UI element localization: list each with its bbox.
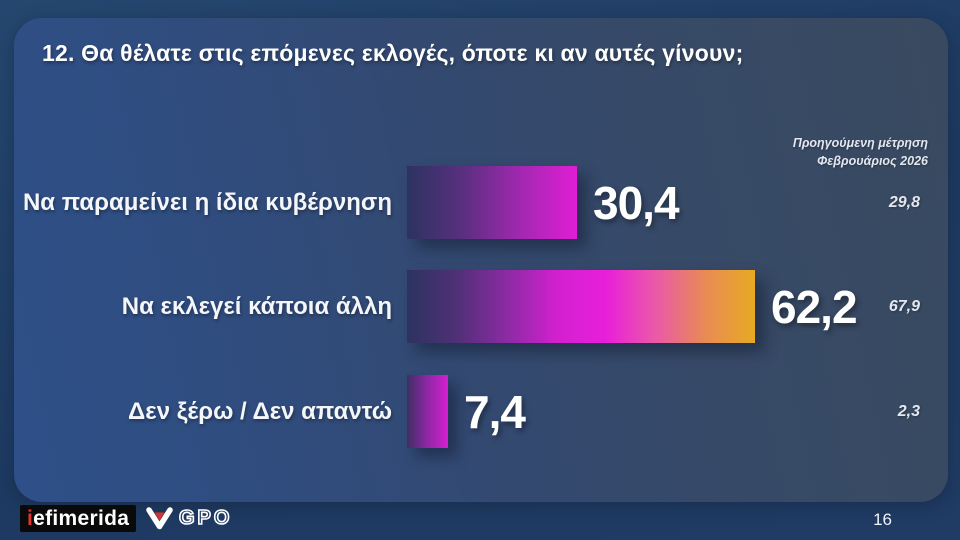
previous-measurement-line2: Φεβρουάριος 2026	[817, 154, 928, 169]
previous-measurement-line1: Προηγούμενη μέτρηση	[792, 136, 928, 150]
bar-row-same-government: Να παραμείνει η ίδια κυβέρνηση 30,4 29,8	[14, 166, 948, 239]
bar-group: 30,4	[407, 166, 680, 239]
question-title: 12. Θα θέλατε στις επόμενες εκλογές, όπο…	[42, 40, 744, 66]
bar-group: 62,2	[407, 270, 858, 343]
iefimerida-logo-i: i	[27, 506, 34, 530]
gpo-logo: GPO	[146, 506, 232, 531]
bar-value-label: 7,4	[464, 385, 526, 438]
bar-current-value	[407, 375, 448, 448]
iefimerida-logo-text: efimerida	[33, 506, 130, 530]
content-card: 12. Θα θέλατε στις επόμενες εκλογές, όπο…	[14, 18, 948, 502]
bar-label: Δεν ξέρω / Δεν απαντώ	[128, 397, 392, 425]
bar-value-label: 62,2	[771, 280, 858, 333]
bar-label: Να παραμείνει η ίδια κυβέρνηση	[22, 188, 392, 216]
previous-value-label: 2,3	[897, 402, 920, 420]
page-number: 16	[873, 510, 892, 529]
previous-measurement-note: Προηγούμενη μέτρηση Φεβρουάριος 2026	[708, 134, 928, 170]
bar-row-another-elected: Να εκλεγεί κάποια άλλη 62,2 67,9	[14, 270, 948, 343]
bar-row-dont-know: Δεν ξέρω / Δεν απαντώ 7,4 2,3	[14, 375, 948, 448]
bar-current-value	[407, 166, 577, 239]
gpo-emblem-icon	[146, 507, 173, 530]
gpo-logo-text: GPO	[178, 506, 233, 530]
previous-value-label: 67,9	[888, 297, 920, 315]
bar-value-label: 30,4	[593, 176, 680, 229]
iefimerida-logo: i efimerida	[20, 505, 137, 532]
footer: i efimerida GPO 16	[0, 502, 960, 540]
bar-label: Να εκλεγεί κάποια άλλη	[121, 292, 392, 320]
bar-group: 7,4	[407, 375, 526, 448]
previous-value-label: 29,8	[888, 193, 920, 211]
bar-current-value	[407, 270, 755, 343]
